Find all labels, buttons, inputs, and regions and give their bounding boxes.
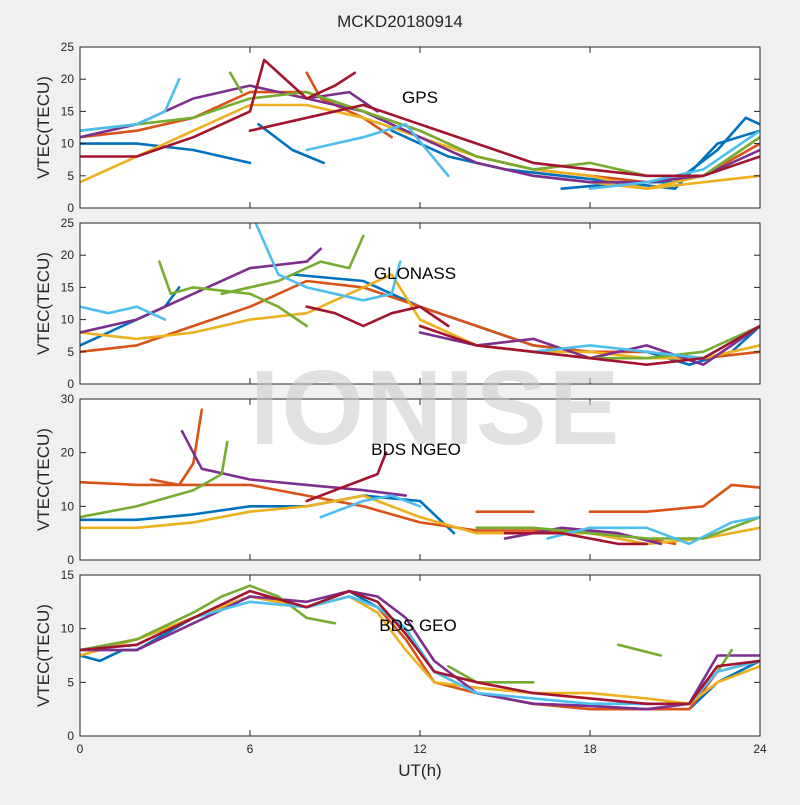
y-tick-label: 0 <box>67 729 74 743</box>
series-line-10 <box>319 494 422 519</box>
series-line-10 <box>254 223 402 302</box>
series-line-2 <box>149 408 204 487</box>
y-tick-label: 10 <box>61 622 75 636</box>
series-line-8 <box>80 440 229 519</box>
panel-1: 0 5 10 15 20 25 VTEC(TECU) GLONASS <box>34 216 761 391</box>
x-tick-label: 6 <box>247 742 254 756</box>
panel-label: BDS GEO <box>379 616 456 635</box>
x-tick-label: 0 <box>77 742 84 756</box>
series-line-11 <box>546 515 760 546</box>
y-tick-label: 0 <box>67 553 74 567</box>
series-line-9 <box>475 515 760 540</box>
x-tick-label: 24 <box>753 742 767 756</box>
series-group <box>80 408 760 546</box>
y-tick-label: 10 <box>61 313 75 327</box>
series-line-9 <box>80 589 760 706</box>
y-tick-label: 20 <box>61 72 75 86</box>
series-line-12 <box>305 451 388 503</box>
series-line-13 <box>503 531 649 546</box>
series-line-4 <box>80 247 323 334</box>
y-tick-label: 5 <box>67 169 74 183</box>
series-line-12 <box>80 77 181 132</box>
y-tick-label: 30 <box>61 392 75 406</box>
series-line-1 <box>257 123 326 165</box>
series-line-16 <box>248 103 760 178</box>
series-line-15 <box>80 58 357 158</box>
series-line-4 <box>588 483 760 514</box>
y-axis-label: VTEC(TECU) <box>34 76 53 179</box>
y-tick-label: 20 <box>61 446 75 460</box>
series-line-13 <box>418 324 760 367</box>
y-tick-label: 20 <box>61 248 75 262</box>
y-tick-label: 15 <box>61 280 75 294</box>
series-line-6 <box>180 429 408 497</box>
y-tick-label: 10 <box>61 499 75 513</box>
y-tick-label: 5 <box>67 345 74 359</box>
series-line-7 <box>220 234 365 296</box>
series-group <box>80 58 760 190</box>
panel-0: 0 5 10 15 20 25 VTEC(TECU) GPS <box>34 40 761 215</box>
series-line-5 <box>305 71 394 139</box>
series-line-0 <box>80 494 456 535</box>
series-line-2 <box>80 595 760 706</box>
panel-label: GLONASS <box>374 264 456 283</box>
series-line-6 <box>616 643 663 657</box>
y-tick-label: 25 <box>61 216 75 230</box>
series-group <box>80 223 760 367</box>
y-axis-label: VTEC(TECU) <box>34 604 53 707</box>
x-tick-label: 18 <box>583 742 597 756</box>
y-tick-label: 25 <box>61 40 75 54</box>
axes-background <box>80 399 760 560</box>
y-tick-label: 15 <box>61 104 75 118</box>
series-line-7 <box>716 648 734 673</box>
series-line-11 <box>228 71 243 94</box>
series-line-4 <box>80 584 337 652</box>
series-line-9 <box>80 305 167 321</box>
series-line-2 <box>390 129 760 190</box>
panel-3: 0 5 10 15 0 6 12 18 24 VTEC(TECU) BDS GEO UT(h) <box>34 568 767 780</box>
series-line-6 <box>158 260 309 328</box>
series-line-13 <box>305 123 450 178</box>
y-tick-label: 10 <box>61 137 75 151</box>
axes-background <box>80 47 760 208</box>
y-axis-label: VTEC(TECU) <box>34 428 53 531</box>
y-tick-label: 5 <box>67 675 74 689</box>
y-tick-label: 15 <box>61 568 75 582</box>
x-tick-label: 12 <box>413 742 427 756</box>
y-tick-label: 0 <box>67 201 74 215</box>
x-axis-label: UT(h) <box>398 761 441 780</box>
y-tick-label: 0 <box>67 377 74 391</box>
panel-label: GPS <box>402 88 438 107</box>
series-line-12 <box>305 305 450 328</box>
series-group <box>80 584 760 711</box>
panel-2: 0 10 20 30 VTEC(TECU) BDS NGEO <box>34 392 761 567</box>
y-axis-label: VTEC(TECU) <box>34 252 53 355</box>
panel-label: BDS NGEO <box>371 440 461 459</box>
axes-background <box>80 223 760 384</box>
figure-title: MCKD20180914 <box>337 12 463 31</box>
